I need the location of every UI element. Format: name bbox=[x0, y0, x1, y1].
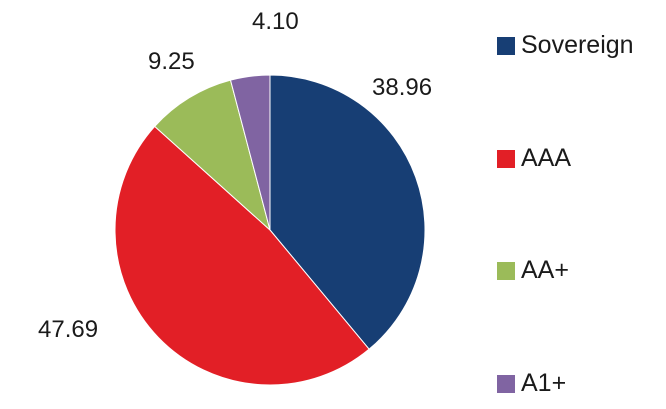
legend-label: Sovereign bbox=[521, 31, 634, 59]
legend-item-aa-plus: AA+ bbox=[497, 256, 569, 285]
data-label-aa-plus: 9.25 bbox=[148, 48, 195, 75]
pie-slice-aaa bbox=[114, 125, 370, 386]
data-label-a1-plus: 4.10 bbox=[252, 8, 299, 35]
pie-slice-sovereign bbox=[269, 74, 426, 350]
legend-swatch bbox=[497, 36, 515, 55]
legend-item-aaa: AAA bbox=[497, 144, 571, 173]
data-label-sovereign: 38.96 bbox=[372, 74, 433, 101]
legend-swatch bbox=[497, 261, 515, 280]
legend-item-a1-plus: A1+ bbox=[497, 369, 566, 398]
legend-swatch bbox=[497, 149, 515, 168]
pie-slice-a1-plus bbox=[229, 74, 271, 231]
legend-label: AA+ bbox=[521, 256, 569, 284]
legend-label: A1+ bbox=[521, 369, 567, 397]
data-label-aaa: 47.69 bbox=[38, 316, 99, 343]
legend-item-sovereign: Sovereign bbox=[497, 31, 634, 60]
pie-slice-aa-plus bbox=[153, 79, 271, 232]
legend-swatch bbox=[497, 374, 515, 393]
legend-label: AAA bbox=[521, 144, 572, 172]
